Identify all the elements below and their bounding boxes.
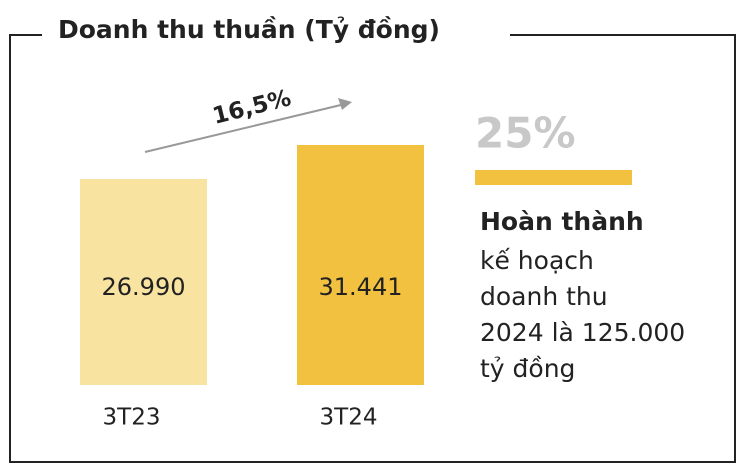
frame xyxy=(9,34,736,463)
value-label: 26.990 xyxy=(102,273,186,301)
x-tick-label: 3T23 xyxy=(103,405,161,431)
completion-line: doanh thu xyxy=(480,282,608,311)
bar xyxy=(297,145,424,385)
growth-label: 16,5% xyxy=(210,85,294,130)
chart-title: Doanh thu thuần (Tỷ đồng) xyxy=(58,15,440,44)
accent-bar xyxy=(475,170,632,185)
growth-arrow-head xyxy=(338,98,352,110)
x-tick-label: 3T24 xyxy=(320,405,378,431)
completion-percent: 25% xyxy=(475,109,576,158)
completion-line: tỷ đồng xyxy=(480,354,575,383)
completion-line: kế hoạch xyxy=(480,246,594,275)
bar xyxy=(80,178,207,385)
completion-title: Hoàn thành xyxy=(480,207,644,236)
completion-line: 2024 là 125.000 xyxy=(480,318,685,347)
growth-arrow xyxy=(144,103,346,153)
value-label: 31.441 xyxy=(319,273,403,301)
